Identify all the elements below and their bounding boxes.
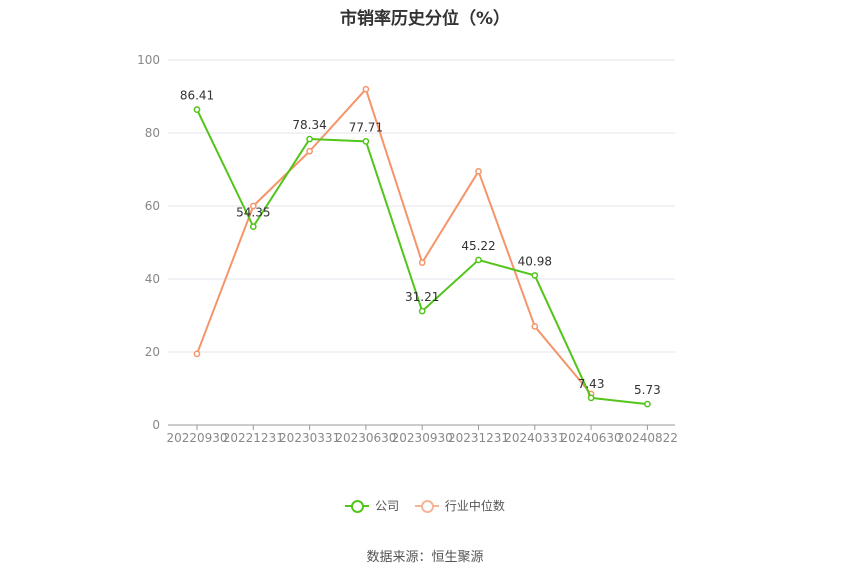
- x-tick-label: 20240630: [561, 431, 622, 445]
- x-tick-label: 20230630: [335, 431, 396, 445]
- data-point-company: [475, 256, 482, 264]
- data-source-note: 数据来源：恒生聚源: [366, 550, 484, 565]
- series-line-company: [196, 109, 648, 406]
- data-point-company: [418, 307, 426, 315]
- data-point-industry-median: [362, 85, 370, 93]
- data-point-company: [306, 135, 313, 143]
- data-label: 31.21: [405, 290, 439, 304]
- grid-lines: [168, 59, 675, 353]
- x-tick-label: 20220930: [166, 431, 227, 445]
- x-tick-label: 20240822: [617, 431, 678, 445]
- data-point-company: [193, 106, 201, 113]
- y-tick-label: 0: [152, 418, 160, 432]
- y-tick-label: 20: [145, 345, 160, 359]
- data-label: 54.35: [236, 206, 270, 220]
- data-label: 40.98: [518, 254, 552, 268]
- y-tick-label: 40: [145, 272, 160, 286]
- chart-title: 市销率历史分位（%）: [339, 9, 511, 29]
- legend-line-icon: [345, 499, 370, 513]
- data-point-industry-median: [249, 202, 257, 210]
- x-tick-label: 20230331: [279, 431, 340, 445]
- data-point-industry-median: [418, 259, 426, 266]
- data-label: 86.41: [180, 89, 214, 103]
- data-point-company: [644, 400, 651, 408]
- data-point-industry-median: [306, 147, 313, 155]
- data-point-industry-median: [475, 167, 482, 175]
- data-point-company: [362, 138, 370, 145]
- series-lines: [193, 85, 651, 408]
- legend-line-icon: [414, 499, 439, 513]
- data-label: 7.43: [578, 377, 605, 391]
- y-tick-label: 100: [137, 53, 160, 67]
- legend-label-company: 公司: [375, 499, 400, 513]
- data-point-company: [587, 394, 595, 402]
- legend: 公司 行业中位数: [0, 497, 850, 516]
- data-labels: 86.41 54.35 78.34 77.71 31.21 45.22 40.98 7.43 5…: [180, 89, 661, 397]
- data-point-industry-median: [193, 350, 201, 358]
- series-line-industry-median: [196, 88, 592, 395]
- data-label: 45.22: [461, 239, 495, 253]
- data-label: 77.71: [349, 120, 383, 134]
- data-point-company: [249, 223, 257, 230]
- legend-item-company[interactable]: 公司: [345, 497, 399, 514]
- x-tick-label: 20240331: [504, 431, 565, 445]
- legend-label-industry-median: 行业中位数: [444, 499, 505, 513]
- axes: 0204060801002022093020221231202303312023…: [137, 53, 678, 445]
- legend-item-industry-median[interactable]: 行业中位数: [414, 497, 505, 514]
- y-tick-label: 80: [145, 126, 160, 140]
- x-tick-label: 20230930: [392, 431, 453, 445]
- y-tick-label: 60: [145, 199, 160, 213]
- data-label: 5.73: [634, 383, 661, 397]
- data-point-company: [531, 272, 539, 279]
- data-point-industry-median: [531, 323, 539, 330]
- data-label: 78.34: [292, 118, 326, 132]
- x-tick-label: 20231231: [448, 431, 509, 445]
- x-tick-label: 20221231: [223, 431, 284, 445]
